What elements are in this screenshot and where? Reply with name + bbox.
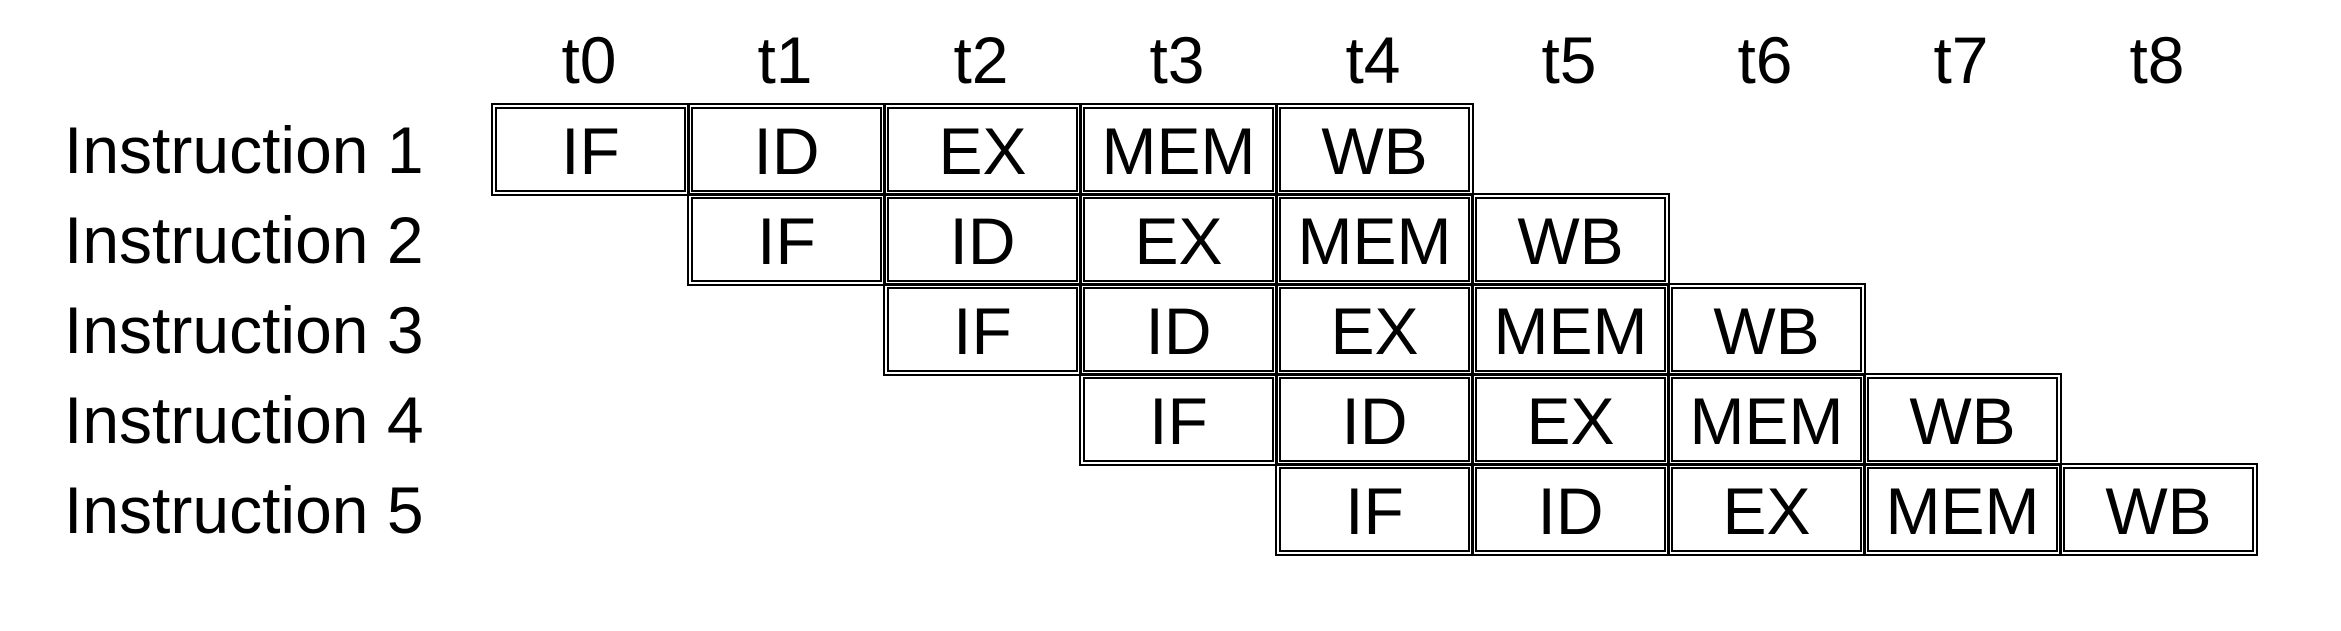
stage-label: IF [1149,383,1208,458]
stage-label: EX [938,113,1027,188]
stage-label: ID [949,203,1016,278]
stage-label: MEM [1297,203,1452,278]
stage-label: WB [1909,383,2016,458]
stage-cell-id: ID [883,193,1082,286]
time-step-t0: t0 [561,23,617,97]
stage-cell-wb: WB [1471,193,1670,286]
time-step-t2: t2 [953,23,1009,97]
stage-label: EX [1134,203,1223,278]
stage-cell-if: IF [883,283,1082,376]
stage-label: ID [753,113,820,188]
stage-cell-if: IF [1275,463,1474,556]
stage-cell-id: ID [1275,373,1474,466]
time-step-t1: t1 [757,23,813,97]
stage-cell-mem: MEM [1471,283,1670,376]
stage-label: ID [1145,293,1212,368]
time-step-t6: t6 [1737,23,1793,97]
stage-label: EX [1722,473,1811,548]
stage-cell-mem: MEM [1667,373,1866,466]
instruction-label-2: Instruction 2 [64,203,424,277]
stage-cell-ex: EX [883,103,1082,196]
stage-label: EX [1330,293,1419,368]
stage-label: EX [1526,383,1615,458]
time-step-t8: t8 [2129,23,2185,97]
stage-cell-wb: WB [2059,463,2258,556]
stage-cell-ex: EX [1667,463,1866,556]
stage-label: MEM [1885,473,2040,548]
stage-label: ID [1537,473,1604,548]
stage-label: MEM [1101,113,1256,188]
stage-cell-if: IF [1079,373,1278,466]
stage-label: WB [2105,473,2212,548]
stage-cell-ex: EX [1471,373,1670,466]
instruction-label-5: Instruction 5 [64,473,424,547]
stage-cell-mem: MEM [1863,463,2062,556]
stage-cell-id: ID [1079,283,1278,376]
stage-cell-wb: WB [1275,103,1474,196]
stage-label: ID [1341,383,1408,458]
stage-cell-wb: WB [1667,283,1866,376]
stage-label: WB [1713,293,1820,368]
stage-label: IF [1345,473,1404,548]
stage-cell-mem: MEM [1079,103,1278,196]
instruction-label-1: Instruction 1 [64,113,424,187]
stage-label: MEM [1493,293,1648,368]
stage-label: WB [1321,113,1428,188]
stage-cell-mem: MEM [1275,193,1474,286]
instruction-label-4: Instruction 4 [64,383,424,457]
stage-cell-wb: WB [1863,373,2062,466]
time-step-t5: t5 [1541,23,1597,97]
stage-cell-id: ID [1471,463,1670,556]
stage-cell-if: IF [491,103,690,196]
time-step-t7: t7 [1933,23,1989,97]
time-step-t4: t4 [1345,23,1401,97]
stage-label: IF [561,113,620,188]
stage-label: IF [953,293,1012,368]
stage-label: WB [1517,203,1624,278]
stage-cell-ex: EX [1079,193,1278,286]
time-step-t3: t3 [1149,23,1205,97]
instruction-label-3: Instruction 3 [64,293,424,367]
stage-cell-ex: EX [1275,283,1474,376]
stage-cell-id: ID [687,103,886,196]
stage-label: IF [757,203,816,278]
stage-label: MEM [1689,383,1844,458]
stage-cell-if: IF [687,193,886,286]
